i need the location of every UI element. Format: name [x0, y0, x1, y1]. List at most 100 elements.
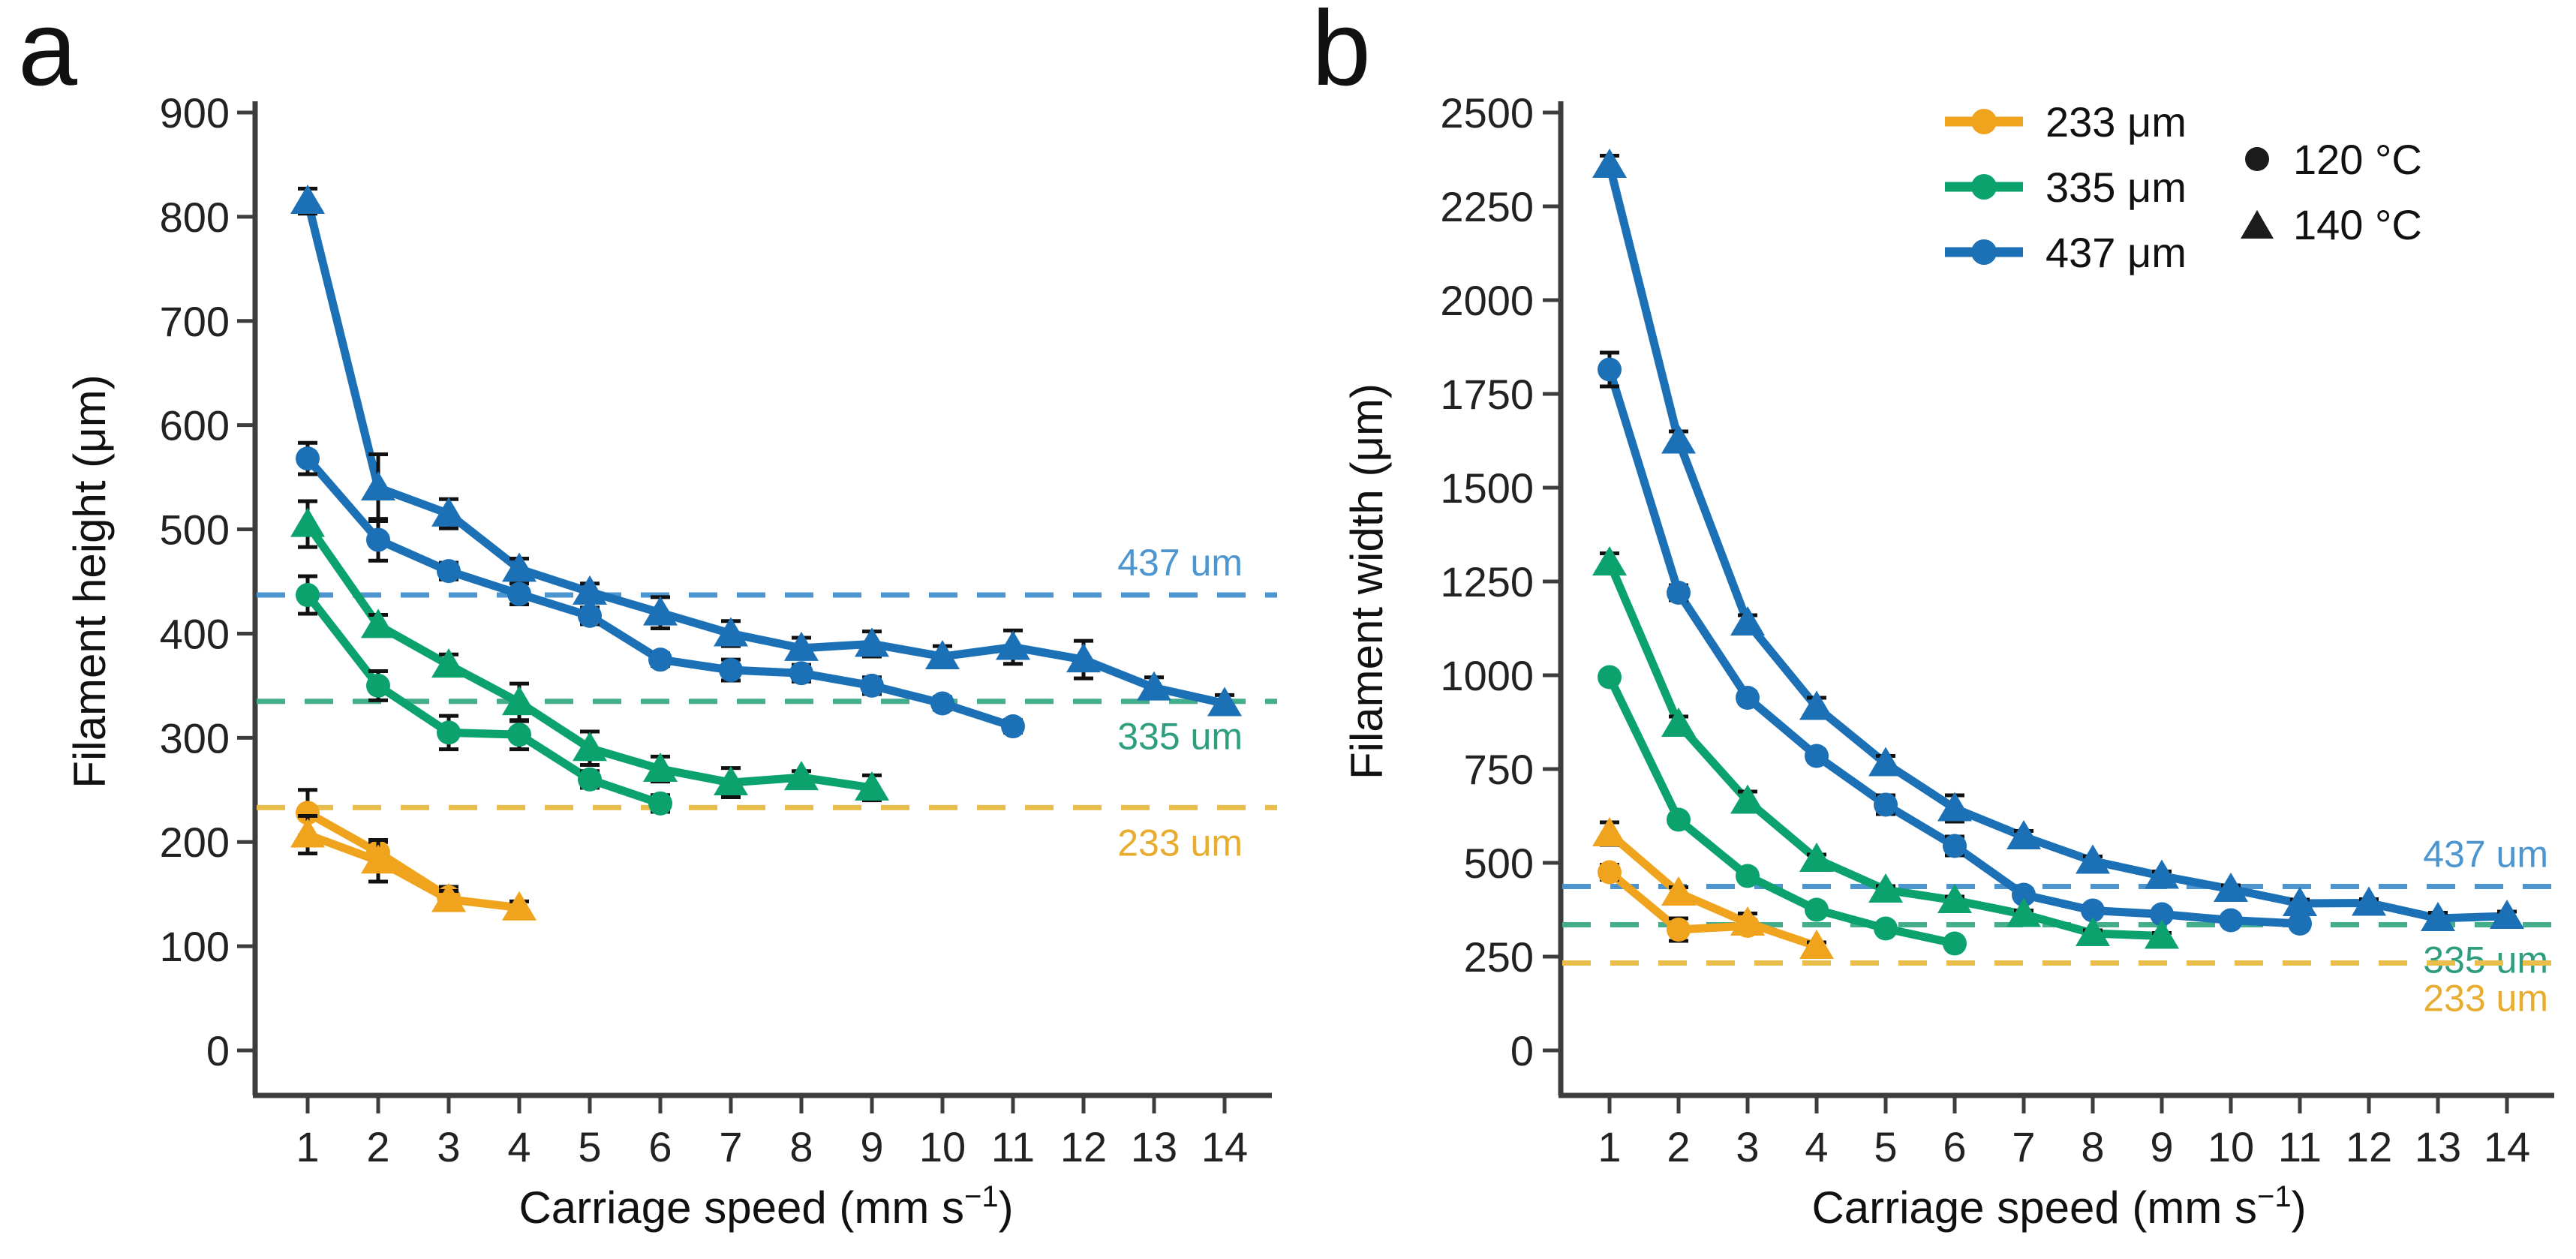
x-tick-label: 1	[296, 1123, 319, 1170]
data-point-triangle-icon	[1937, 792, 1972, 822]
panel-b-x-axis-title-sup: −1	[2257, 1180, 2292, 1213]
data-point-triangle-icon	[1066, 643, 1101, 673]
y-tick-label: 0	[206, 1027, 230, 1074]
y-tick-label: 250	[1464, 933, 1534, 981]
data-point-triangle-icon	[502, 686, 537, 716]
x-tick-label: 9	[860, 1123, 883, 1170]
data-point-triangle-icon	[2145, 919, 2179, 949]
x-tick-label: 8	[2081, 1123, 2104, 1170]
x-tick-label: 1	[1598, 1123, 1621, 1170]
x-tick-label: 14	[1201, 1123, 1248, 1170]
y-tick-label: 500	[1464, 840, 1534, 887]
x-tick-label: 13	[1131, 1123, 1177, 1170]
data-point-circle-icon	[1943, 931, 1967, 956]
data-point-triangle-icon	[1661, 424, 1696, 454]
series-line	[303, 590, 665, 808]
y-tick-label: 2000	[1440, 277, 1534, 324]
y-tick-label: 500	[160, 506, 230, 554]
reference-lines-a: 437 um 335 um 233 um	[257, 542, 1277, 864]
data-point-triangle-icon	[714, 766, 748, 796]
data-point-circle-icon	[2288, 912, 2312, 936]
series-335μm-120°C	[296, 574, 672, 816]
x-tick-label: 3	[1736, 1123, 1759, 1170]
legend-item-335um: 335 μm	[1945, 164, 2187, 211]
panel-a-x-axis-title-sup: −1	[964, 1180, 999, 1213]
y-tick-label: 300	[160, 714, 230, 762]
legend-label-233um: 233 μm	[2045, 98, 2187, 146]
data-point-triangle-icon	[784, 631, 819, 661]
legend-label-120c: 120 °C	[2293, 136, 2422, 183]
data-point-triangle-icon	[1868, 873, 1903, 903]
data-point-triangle-icon	[290, 507, 325, 537]
x-tick-label: 6	[648, 1123, 672, 1170]
data-point-triangle-icon	[1592, 546, 1627, 575]
data-point-circle-icon	[366, 527, 390, 552]
data-point-circle-icon	[1598, 665, 1622, 690]
x-tick-label: 2	[366, 1123, 389, 1170]
data-point-triangle-icon	[361, 471, 395, 500]
data-point-circle-icon	[296, 446, 320, 471]
data-point-triangle-icon	[925, 640, 960, 669]
data-point-triangle-icon	[1868, 747, 1903, 777]
data-point-triangle-icon	[2421, 902, 2455, 931]
data-point-triangle-icon	[502, 552, 537, 582]
ref-label-437: 437 um	[1117, 542, 1243, 584]
data-point-triangle-icon	[2490, 900, 2524, 929]
data-point-circle-icon	[437, 720, 461, 745]
data-point-triangle-icon	[2283, 887, 2317, 916]
panel-b-x-axis-title-main: Carriage speed (mm s	[1811, 1182, 2257, 1233]
data-point-triangle-icon	[290, 818, 325, 848]
panel-b-x-axis-title: Carriage speed (mm s−1)	[1811, 1180, 2306, 1233]
x-tick-label: 3	[437, 1123, 460, 1170]
x-tick-label: 14	[2484, 1123, 2530, 1170]
series-line	[1605, 161, 2511, 923]
data-point-circle-icon	[366, 673, 390, 698]
legend: 233 μm 335 μm 437 μm 120 °C 140 °C	[1945, 98, 2422, 276]
panel-b-y-axis-title: Filament width (μm)	[1342, 383, 1392, 780]
data-point-circle-icon	[1874, 792, 1898, 817]
x-tick-label: 9	[2150, 1123, 2173, 1170]
data-point-triangle-icon	[2006, 897, 2041, 927]
data-point-triangle-icon	[2076, 917, 2110, 946]
triangle-marker-icon	[2241, 210, 2274, 239]
data-point-triangle-icon	[361, 608, 395, 639]
data-point-circle-icon	[578, 603, 602, 628]
x-tick-label: 2	[1667, 1123, 1690, 1170]
data-point-circle-icon	[2012, 882, 2036, 907]
legend-item-437um: 437 μm	[1945, 229, 2187, 276]
legend-label-437um: 437 μm	[2045, 229, 2187, 276]
data-point-circle-icon	[648, 648, 672, 672]
data-point-triangle-icon	[431, 648, 466, 678]
y-tick-label: 600	[160, 402, 230, 449]
data-point-triangle-icon	[855, 771, 889, 801]
axes-a: 0 100 200 300 400 500 600 700 800 900 1 2 3 4 5 6 7 8 9 10 1…	[160, 89, 1272, 1170]
data-point-triangle-icon	[573, 732, 607, 762]
data-point-circle-icon	[1736, 686, 1760, 710]
data-point-circle-icon	[1805, 744, 1829, 768]
legend-dot-233-icon	[1971, 109, 1997, 134]
panel-a-x-axis-title-close: )	[999, 1182, 1014, 1233]
y-tick-label: 2500	[1440, 89, 1534, 137]
panel-a-x-axis-title-main: Carriage speed (mm s	[519, 1182, 964, 1233]
data-point-circle-icon	[1598, 357, 1622, 382]
panel-a-y-axis-title: Filament height (μm)	[65, 374, 115, 788]
y-tick-label: 400	[160, 610, 230, 657]
data-point-triangle-icon	[2214, 873, 2248, 902]
data-point-triangle-icon	[1799, 930, 1834, 959]
series-335μm-120°C	[1598, 665, 1967, 956]
data-point-triangle-icon	[431, 497, 466, 527]
data-point-triangle-icon	[996, 630, 1030, 660]
data-point-triangle-icon	[2145, 859, 2179, 889]
legend-item-233um: 233 μm	[1945, 98, 2187, 146]
data-point-circle-icon	[296, 801, 320, 825]
data-point-circle-icon	[507, 581, 531, 606]
data-point-triangle-icon	[1730, 606, 1765, 636]
x-tick-label: 7	[719, 1123, 742, 1170]
y-tick-label: 100	[160, 923, 230, 970]
data-point-circle-icon	[719, 658, 743, 683]
series-233μm-140°C	[290, 814, 537, 921]
